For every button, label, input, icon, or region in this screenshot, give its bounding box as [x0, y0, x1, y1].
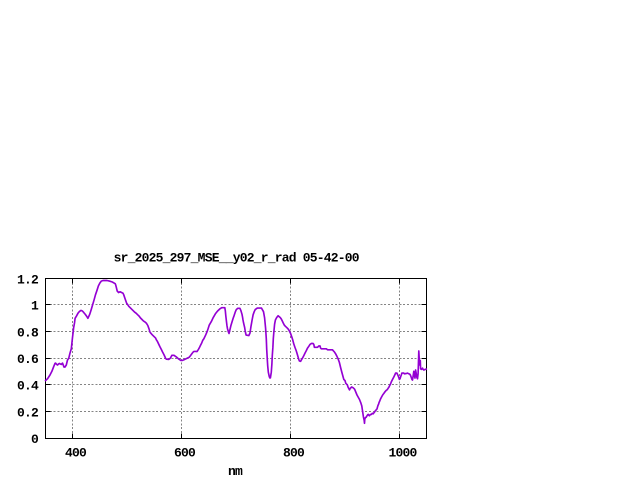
svg-text:400: 400 — [65, 445, 87, 460]
svg-text:1: 1 — [31, 299, 39, 314]
svg-text:nm: nm — [228, 464, 243, 479]
svg-text:0.4: 0.4 — [17, 379, 39, 394]
svg-text:600: 600 — [174, 445, 196, 460]
svg-text:0.8: 0.8 — [17, 325, 39, 340]
svg-text:sr_2025_297_MSE__y02_r_rad 05-: sr_2025_297_MSE__y02_r_rad 05-42-00 — [114, 251, 360, 266]
svg-text:0.6: 0.6 — [17, 352, 39, 367]
svg-text:800: 800 — [283, 445, 305, 460]
svg-text:1.2: 1.2 — [17, 273, 39, 288]
svg-text:1000: 1000 — [388, 445, 417, 460]
svg-text:0.2: 0.2 — [17, 405, 39, 420]
svg-text:0: 0 — [31, 432, 39, 447]
